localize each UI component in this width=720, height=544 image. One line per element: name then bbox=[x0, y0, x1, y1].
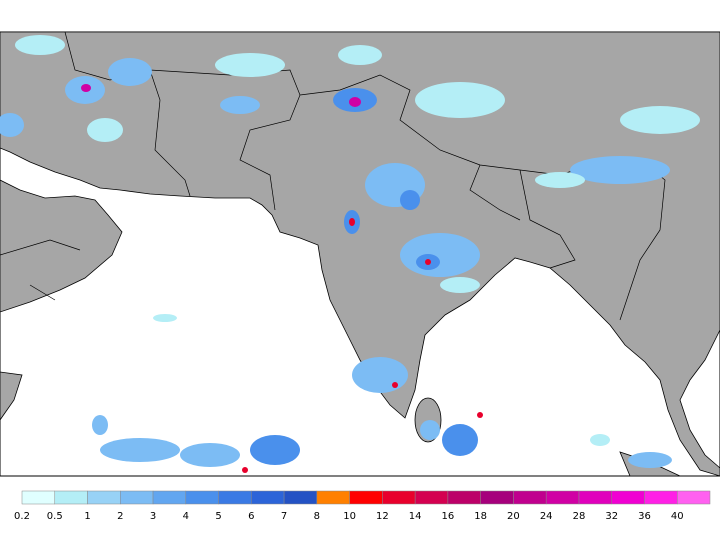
colorbar-swatch bbox=[382, 490, 416, 505]
colorbar-swatch bbox=[316, 490, 350, 505]
colorbar-label: 2 bbox=[117, 511, 123, 522]
colorbar-label: 4 bbox=[183, 511, 189, 522]
colorbar-label: 36 bbox=[638, 511, 651, 522]
colorbar-label: 3 bbox=[150, 511, 156, 522]
colorbar-swatch bbox=[87, 490, 121, 505]
colorbar-swatch bbox=[54, 490, 88, 505]
colorbar-swatch bbox=[611, 490, 645, 505]
colorbar-swatch bbox=[349, 490, 383, 505]
colorbar-label: 12 bbox=[376, 511, 389, 522]
country-borders bbox=[0, 31, 666, 321]
colorbar-swatch bbox=[218, 490, 252, 505]
colorbar-label: 0.2 bbox=[14, 511, 30, 522]
precip-areas bbox=[0, 35, 700, 473]
map bbox=[0, 31, 720, 477]
colorbar-swatch bbox=[447, 490, 481, 505]
colorbar-swatch bbox=[644, 490, 678, 505]
land-mainland bbox=[0, 31, 720, 477]
colorbar: 0.2 0.5 1 2 3 4 5 6 7 8 10 12 14 16 18 20 24 28 32 36 40 bbox=[14, 490, 711, 522]
colorbar-label: 8 bbox=[314, 511, 320, 522]
colorbar-label: 0.5 bbox=[47, 511, 63, 522]
colorbar-label: 28 bbox=[573, 511, 586, 522]
colorbar-label: 5 bbox=[215, 511, 221, 522]
colorbar-label: 6 bbox=[248, 511, 254, 522]
colorbar-label: 7 bbox=[281, 511, 287, 522]
colorbar-label: 10 bbox=[343, 511, 356, 522]
colorbar-label: 14 bbox=[409, 511, 422, 522]
colorbar-swatch bbox=[152, 490, 187, 505]
colorbar-swatch bbox=[578, 490, 612, 505]
colorbar-swatch bbox=[480, 490, 514, 505]
colorbar-label: 32 bbox=[605, 511, 618, 522]
colorbar-label: 40 bbox=[671, 511, 684, 522]
land-africa bbox=[0, 371, 23, 421]
colorbar-swatch bbox=[120, 490, 154, 505]
colorbar-label: 24 bbox=[540, 511, 553, 522]
colorbar-label: 1 bbox=[84, 511, 90, 522]
colorbar-label: 16 bbox=[442, 511, 455, 522]
colorbar-swatch bbox=[545, 490, 580, 505]
colorbar-label: 18 bbox=[474, 511, 487, 522]
colorbar-label: 20 bbox=[507, 511, 520, 522]
colorbar-swatch bbox=[185, 490, 219, 505]
colorbar-swatch bbox=[414, 490, 449, 505]
colorbar-swatch bbox=[283, 490, 318, 505]
colorbar-swatch bbox=[251, 490, 285, 505]
colorbar-swatch bbox=[21, 490, 56, 505]
colorbar-swatch bbox=[513, 490, 547, 505]
land-arabia bbox=[0, 179, 123, 313]
colorbar-swatch bbox=[676, 490, 711, 505]
